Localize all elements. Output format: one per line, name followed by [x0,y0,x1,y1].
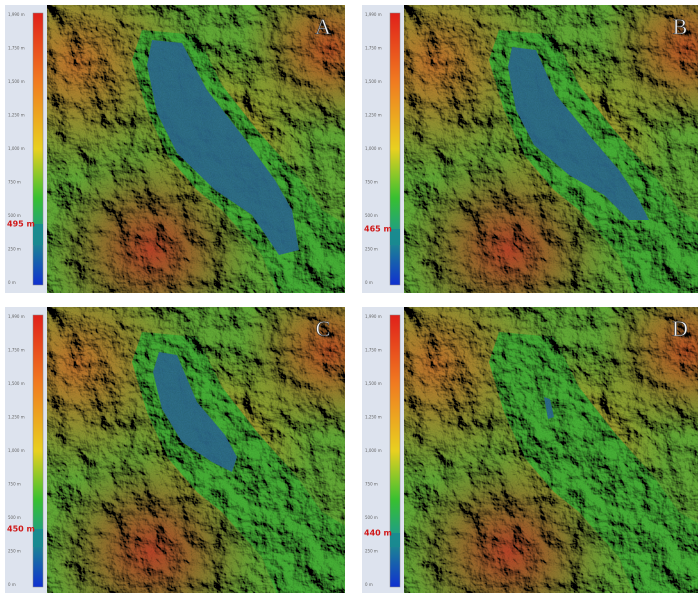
panel-letter: A [315,14,331,39]
scale-label: 500 m [8,515,21,520]
scale-label: 1,750 m [365,46,382,51]
scale-label: 250 m [365,549,378,554]
scale-label: 1,250 m [8,415,25,420]
scale-label: 1,990 m [8,314,25,319]
scale-label: 1,750 m [8,46,25,51]
panel-letter: C [316,316,331,341]
scale-label: 1,500 m [8,79,25,84]
panel: 1,990 m 1,750 m 1,500 m 1,250 m 1,000 m 750 m… [362,5,698,293]
scale-label: 750 m [365,482,378,487]
scale-label: 750 m [8,180,21,185]
scale-label: 500 m [8,213,21,218]
page: 1,990 m 1,750 m 1,500 m 1,250 m 1,000 m 750 m… [0,0,698,593]
scale-label: 1,250 m [365,415,382,420]
scale-label: 1,000 m [365,146,382,151]
scale-label: 1,250 m [365,113,382,118]
scale-label: 1,500 m [8,381,25,386]
water-level-label: 465 m [364,225,392,234]
scale-label: 1,250 m [8,113,25,118]
panel-letter: D [672,316,688,341]
scale-label: 1,990 m [8,12,25,17]
water-level-label: 450 m [7,525,35,534]
map: C [47,307,347,593]
scale-label: 1,990 m [365,12,382,17]
scale-label: 1,990 m [365,314,382,319]
texture [404,307,698,593]
scale-label: 1,500 m [365,381,382,386]
scale-label: 0 m [365,280,373,285]
water-level-label: 440 m [364,529,392,538]
panel: 1,990 m 1,750 m 1,500 m 1,250 m 1,000 m 750 m… [5,307,347,593]
panel: 1,990 m 1,750 m 1,500 m 1,250 m 1,000 m 750 m… [362,307,698,593]
panel: 1,990 m 1,750 m 1,500 m 1,250 m 1,000 m 750 m… [5,5,347,293]
water-level-label: 495 m [7,220,35,229]
scale-label: 1,500 m [365,79,382,84]
map: B [404,5,698,293]
scale-label: 750 m [8,482,21,487]
map: D [404,307,698,593]
scale-label: 0 m [8,280,16,285]
scale-label: 500 m [365,515,378,520]
scale-label: 750 m [365,180,378,185]
scale-label: 1,750 m [365,348,382,353]
scale-label: 500 m [365,213,378,218]
texture [404,5,698,293]
panel-letter: B [673,14,688,39]
scale-label: 1,750 m [8,348,25,353]
scale-label: 1,000 m [365,448,382,453]
scale-label: 1,000 m [8,146,25,151]
scale-label: 250 m [8,549,21,554]
figure: 1,990 m 1,750 m 1,500 m 1,250 m 1,000 m 750 m… [0,0,698,593]
scale-label: 0 m [365,582,373,587]
scale-label: 250 m [365,247,378,252]
scale-label: 250 m [8,247,21,252]
scale-label: 1,000 m [8,448,25,453]
texture [47,307,345,593]
texture [47,5,345,293]
scale-label: 0 m [8,582,16,587]
map: A [47,5,347,293]
